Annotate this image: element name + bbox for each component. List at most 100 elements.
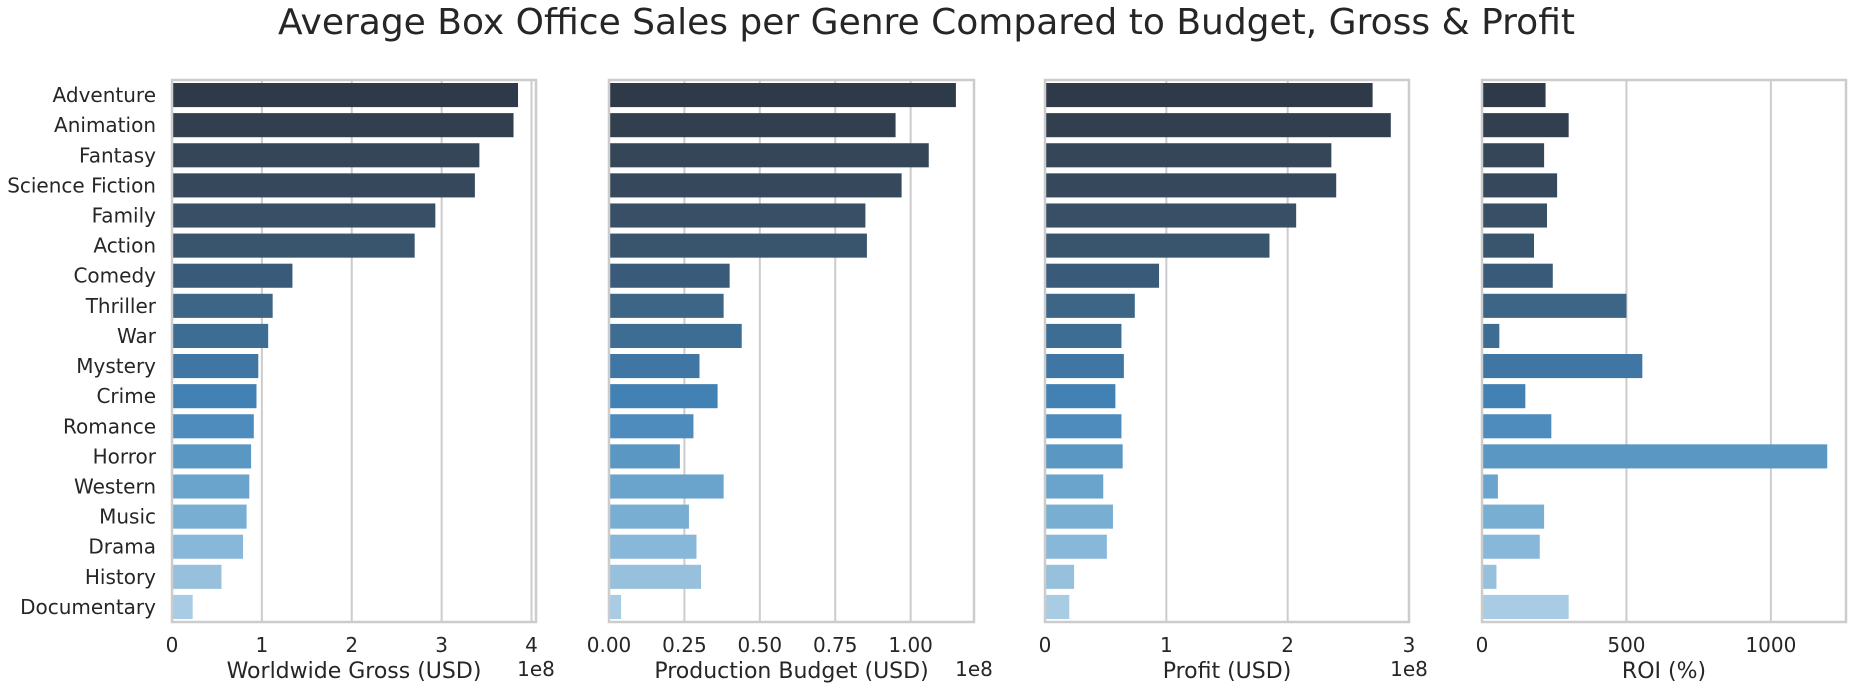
bar-1-fantasy (172, 143, 480, 168)
bar-4-horror (1482, 444, 1828, 469)
bar-2-comedy (609, 263, 730, 288)
offset-label-1: 1e8 (517, 657, 555, 681)
axes-frame-2 (607, 78, 976, 624)
xtick-label-3-0: 0 (1039, 633, 1052, 657)
category-label-music: Music (99, 505, 156, 529)
bar-4-western (1482, 474, 1498, 499)
category-label-documentary: Documentary (20, 595, 156, 619)
xtick-label-2-3: 0.75 (813, 633, 858, 657)
xtick-label-2-1: 0.25 (662, 633, 707, 657)
bar-4-crime (1482, 384, 1526, 409)
bar-4-drama (1482, 534, 1540, 559)
bar-1-drama (172, 534, 244, 559)
category-label-animation: Animation (54, 113, 156, 137)
axes-frame-3 (1043, 78, 1411, 624)
bar-4-history (1482, 564, 1497, 589)
bar-1-history (172, 564, 222, 589)
bar-2-thriller (609, 293, 724, 318)
bar-2-romance (609, 414, 694, 439)
bar-4-romance (1482, 414, 1552, 439)
bar-4-fantasy (1482, 143, 1545, 168)
bar-2-animation (609, 113, 896, 138)
bar-4-adventure (1482, 83, 1546, 108)
axes-frame-4 (1480, 78, 1848, 624)
bar-1-music (172, 504, 247, 529)
bar-3-music (1045, 504, 1113, 529)
category-label-science-fiction: Science Fiction (7, 173, 156, 197)
bar-3-western (1045, 474, 1104, 499)
xtick-label-1-0: 0 (166, 633, 179, 657)
bar-1-comedy (172, 263, 293, 288)
bar-3-romance (1045, 414, 1122, 439)
bar-2-action (609, 233, 867, 258)
bar-3-history (1045, 564, 1075, 589)
xtick-label-2-0: 0.00 (587, 633, 632, 657)
category-label-history: History (85, 565, 156, 589)
xaxis-label-4: ROI (%) (1622, 659, 1706, 684)
category-label-mystery: Mystery (76, 354, 156, 378)
category-label-crime: Crime (96, 384, 156, 408)
bar-2-western (609, 474, 724, 499)
bar-3-family (1045, 203, 1297, 228)
offset-label-3: 1e8 (1390, 657, 1428, 681)
bar-2-drama (609, 534, 697, 559)
bar-1-action (172, 233, 415, 258)
xtick-label-2-2: 0.50 (738, 633, 783, 657)
bar-2-war (609, 323, 742, 348)
category-label-romance: Romance (63, 414, 156, 438)
category-label-fantasy: Fantasy (79, 143, 156, 167)
bar-2-crime (609, 384, 718, 409)
bar-3-crime (1045, 384, 1116, 409)
bar-1-romance (172, 414, 254, 439)
bar-3-thriller (1045, 293, 1135, 318)
bar-3-adventure (1045, 83, 1373, 108)
chart-title: Average Box Office Sales per Genre Compa… (278, 2, 1575, 43)
bar-4-thriller (1482, 293, 1627, 318)
axes-frame-1 (170, 78, 538, 624)
xtick-label-3-1: 1 (1160, 633, 1173, 657)
xtick-label-4-0: 0 (1476, 633, 1489, 657)
bar-3-documentary (1045, 594, 1070, 619)
bar-3-drama (1045, 534, 1107, 559)
bar-3-science-fiction (1045, 173, 1337, 198)
bar-2-adventure (609, 83, 956, 108)
bar-1-western (172, 474, 250, 499)
bar-4-war (1482, 323, 1500, 348)
xtick-label-4-2: 1000 (1745, 633, 1796, 657)
bar-1-thriller (172, 293, 273, 318)
bar-4-mystery (1482, 354, 1643, 379)
bar-3-horror (1045, 444, 1123, 469)
category-label-western: Western (74, 475, 156, 499)
bar-1-animation (172, 113, 514, 138)
xaxis-label-2: Production Budget (USD) (654, 659, 928, 684)
bar-4-science-fiction (1482, 173, 1558, 198)
bar-4-documentary (1482, 594, 1569, 619)
bar-1-crime (172, 384, 257, 409)
bar-1-adventure (172, 83, 519, 108)
bar-2-mystery (609, 354, 700, 379)
xtick-label-1-1: 1 (256, 633, 269, 657)
xtick-label-1-2: 2 (345, 633, 358, 657)
offset-label-2: 1e8 (955, 657, 993, 681)
bar-2-horror (609, 444, 680, 469)
xtick-label-1-4: 4 (525, 633, 538, 657)
bar-3-fantasy (1045, 143, 1332, 168)
bar-2-history (609, 564, 702, 589)
bar-1-horror (172, 444, 252, 469)
xtick-label-2-4: 1.00 (888, 633, 933, 657)
bar-4-comedy (1482, 263, 1553, 288)
bar-3-war (1045, 323, 1122, 348)
xaxis-label-3: Profit (USD) (1163, 659, 1292, 684)
bar-1-documentary (172, 594, 193, 619)
bar-3-animation (1045, 113, 1391, 138)
bar-3-comedy (1045, 263, 1160, 288)
bar-2-music (609, 504, 689, 529)
bar-1-mystery (172, 354, 259, 379)
category-label-comedy: Comedy (73, 264, 156, 288)
category-label-action: Action (93, 234, 156, 258)
xtick-label-3-3: 3 (1403, 633, 1416, 657)
category-label-adventure: Adventure (53, 83, 156, 107)
bar-2-documentary (609, 594, 622, 619)
category-label-family: Family (92, 204, 157, 228)
